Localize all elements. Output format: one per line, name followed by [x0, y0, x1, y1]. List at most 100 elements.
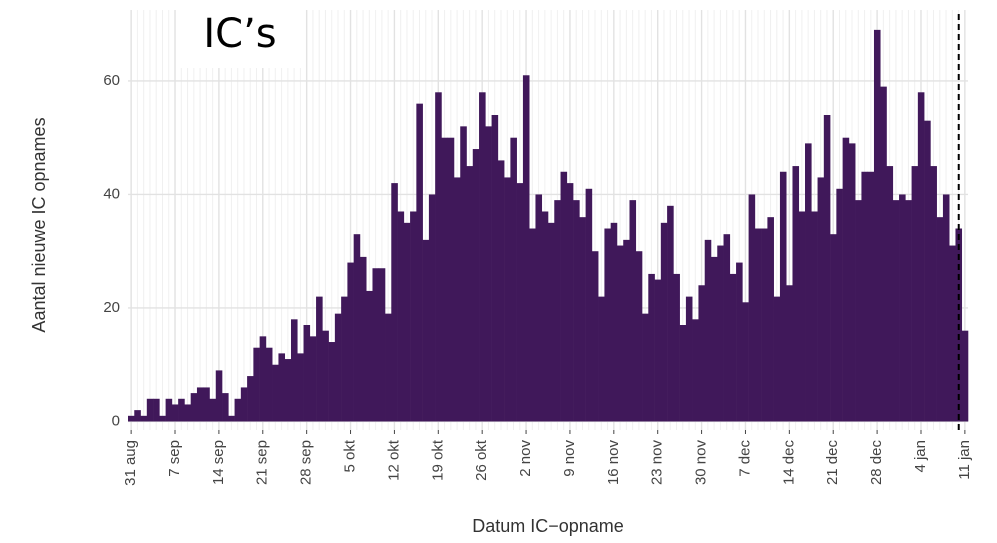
bar — [949, 245, 956, 422]
bar — [704, 239, 712, 422]
bar — [265, 347, 273, 422]
bar — [692, 319, 699, 422]
bar — [178, 398, 185, 422]
bar — [134, 410, 141, 422]
bar — [748, 194, 756, 422]
bar — [510, 137, 517, 422]
bar — [917, 92, 925, 422]
bar — [347, 262, 354, 422]
bar — [541, 211, 549, 422]
y-tick-label: 40 — [103, 185, 120, 202]
bar — [366, 290, 373, 422]
bar — [717, 245, 724, 422]
bar — [754, 228, 762, 422]
bar — [391, 183, 398, 422]
bar — [604, 228, 611, 422]
bar — [573, 200, 580, 422]
bar — [435, 92, 442, 422]
bar — [911, 166, 919, 422]
bar — [466, 166, 474, 422]
bar — [805, 143, 812, 422]
bar — [410, 211, 417, 422]
bar — [873, 29, 881, 422]
bar — [209, 398, 217, 422]
bar — [303, 325, 311, 422]
bar — [660, 222, 668, 422]
y-axis-title: Aantal nieuwe IC opnames — [29, 117, 49, 332]
x-tick-label: 21 dec — [824, 440, 841, 486]
x-tick-label: 16 nov — [605, 440, 622, 486]
bar — [629, 200, 637, 422]
bar — [811, 211, 818, 422]
bar — [654, 279, 662, 422]
bar — [272, 364, 279, 422]
bar — [930, 166, 937, 422]
bar — [171, 404, 179, 422]
x-tick-label: 5 okt — [342, 439, 359, 472]
bar — [836, 188, 843, 422]
x-tick-label: 11 jan — [956, 440, 973, 480]
x-tick-label: 23 nov — [649, 440, 666, 486]
bar — [165, 398, 173, 422]
x-tick-label: 12 okt — [385, 439, 402, 481]
bar — [767, 217, 774, 422]
bar — [146, 398, 154, 422]
bar — [159, 415, 166, 422]
bar — [905, 200, 912, 422]
bar — [253, 347, 260, 422]
x-tick-label: 19 okt — [429, 439, 446, 481]
bar — [416, 103, 423, 422]
bar — [316, 296, 323, 422]
bar — [924, 120, 931, 422]
bar — [128, 415, 135, 422]
bar — [742, 302, 749, 422]
bar — [447, 137, 455, 422]
bar — [591, 251, 599, 422]
bar — [222, 393, 229, 422]
bar — [779, 171, 787, 422]
bar — [679, 325, 687, 422]
bar — [328, 342, 336, 422]
bar — [385, 313, 392, 422]
bar — [786, 285, 793, 422]
bar — [899, 194, 906, 422]
bar — [215, 370, 223, 422]
bar — [453, 177, 461, 422]
x-tick-label: 21 sep — [254, 440, 271, 485]
x-tick-label: 31 aug — [122, 440, 139, 486]
bar — [817, 177, 825, 422]
x-tick-label: 28 sep — [298, 440, 315, 485]
bar — [504, 177, 511, 422]
bar — [942, 194, 950, 422]
bar — [353, 234, 361, 422]
bar — [397, 211, 405, 422]
bar — [284, 359, 292, 422]
x-tick-label: 7 sep — [166, 440, 183, 477]
bar — [529, 228, 536, 422]
bar — [673, 273, 680, 422]
bar — [792, 166, 800, 422]
chart-title: IC’s — [203, 11, 276, 57]
x-tick-label: 4 jan — [912, 440, 929, 473]
bar — [372, 268, 380, 422]
bar — [961, 330, 969, 422]
bar — [228, 415, 235, 422]
y-tick-label: 0 — [112, 412, 120, 429]
bar — [535, 194, 543, 422]
bar — [516, 183, 524, 422]
bar — [685, 296, 693, 422]
bar — [585, 188, 593, 422]
bar — [422, 239, 430, 422]
y-tick-label: 60 — [103, 72, 120, 89]
bar — [823, 115, 831, 422]
x-tick-label: 7 dec — [736, 440, 753, 477]
bar — [579, 217, 586, 422]
bar — [566, 183, 574, 422]
bar — [341, 296, 348, 422]
bar — [667, 205, 674, 422]
bar — [623, 239, 630, 422]
bar — [635, 251, 643, 422]
bar — [642, 313, 649, 422]
bar — [428, 194, 436, 422]
bar — [234, 398, 242, 422]
